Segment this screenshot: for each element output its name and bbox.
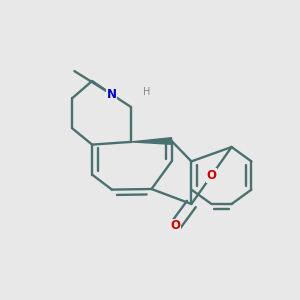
Polygon shape xyxy=(131,138,172,144)
Text: O: O xyxy=(206,169,217,182)
Text: N: N xyxy=(107,88,117,101)
Text: H: H xyxy=(143,87,151,98)
Text: O: O xyxy=(170,219,181,232)
